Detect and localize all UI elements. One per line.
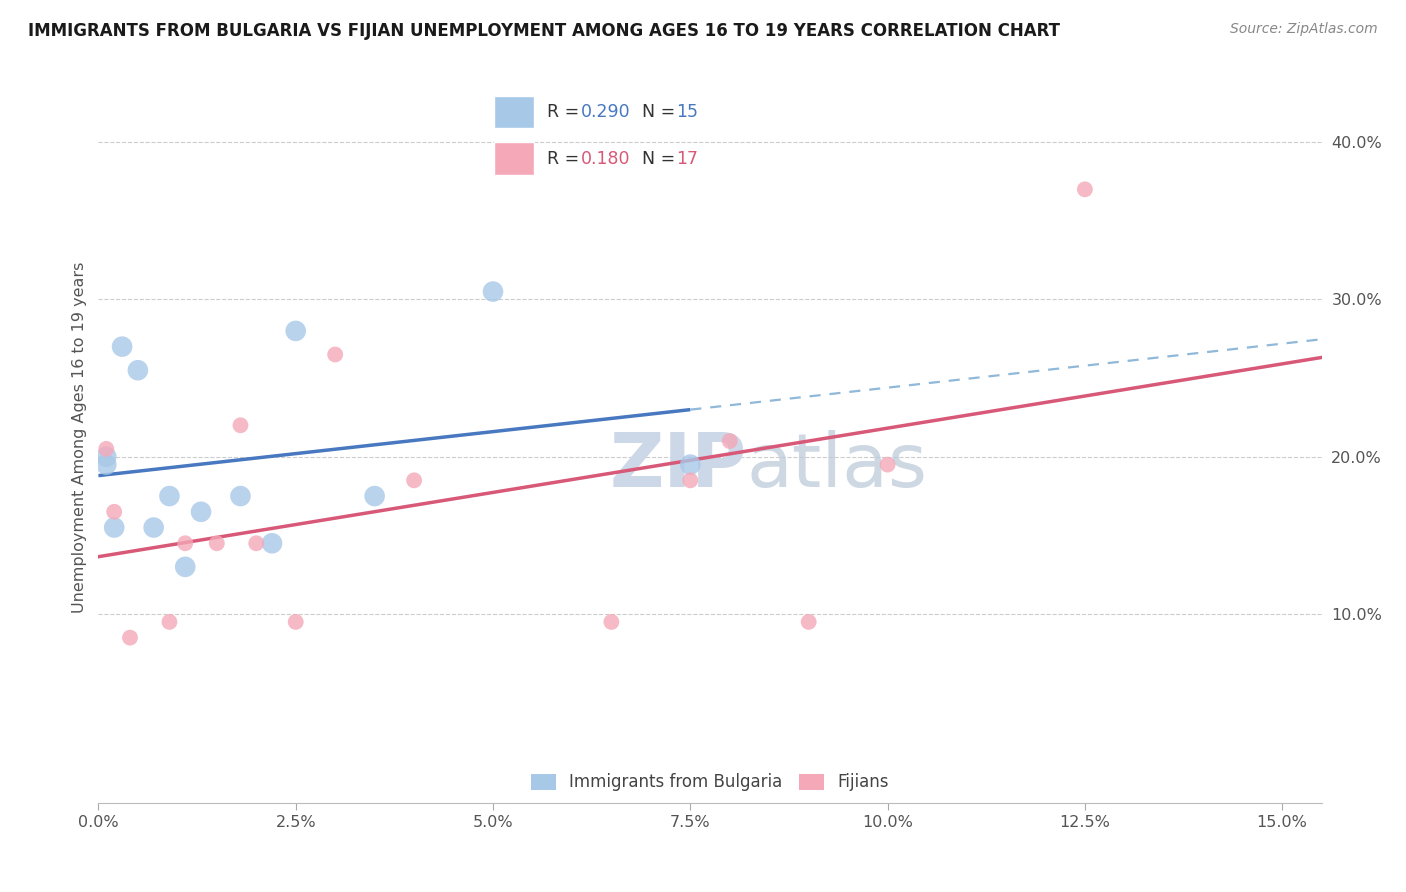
Point: [229, 418, 252, 433]
Text: IMMIGRANTS FROM BULGARIA VS FIJIAN UNEMPLOYMENT AMONG AGES 16 TO 19 YEARS CORREL: IMMIGRANTS FROM BULGARIA VS FIJIAN UNEMP…: [28, 22, 1060, 40]
Y-axis label: Unemployment Among Ages 16 to 19 years: Unemployment Among Ages 16 to 19 years: [72, 261, 87, 613]
Point: [876, 458, 898, 472]
Point: [96, 458, 118, 472]
Point: [190, 505, 212, 519]
Text: Source: ZipAtlas.com: Source: ZipAtlas.com: [1230, 22, 1378, 37]
Point: [482, 285, 505, 299]
Point: [127, 363, 149, 377]
Point: [96, 442, 118, 456]
Text: atlas: atlas: [747, 430, 928, 503]
Point: [174, 536, 197, 550]
Point: [1074, 182, 1097, 196]
Point: [797, 615, 820, 629]
Point: [323, 347, 346, 361]
Point: [96, 450, 118, 464]
Point: [260, 536, 283, 550]
Point: [284, 615, 307, 629]
Point: [142, 520, 165, 534]
Legend: Immigrants from Bulgaria, Fijians: Immigrants from Bulgaria, Fijians: [524, 767, 896, 798]
Point: [679, 473, 702, 487]
Point: [718, 434, 741, 448]
Point: [111, 340, 134, 354]
Point: [205, 536, 228, 550]
Point: [229, 489, 252, 503]
Point: [679, 458, 702, 472]
Point: [284, 324, 307, 338]
Point: [103, 520, 125, 534]
Point: [600, 615, 623, 629]
Point: [118, 631, 141, 645]
Point: [159, 615, 181, 629]
Point: [245, 536, 267, 550]
Point: [363, 489, 385, 503]
Point: [174, 559, 197, 574]
Text: ZIP: ZIP: [609, 430, 747, 503]
Point: [103, 505, 125, 519]
Point: [404, 473, 426, 487]
Point: [159, 489, 181, 503]
